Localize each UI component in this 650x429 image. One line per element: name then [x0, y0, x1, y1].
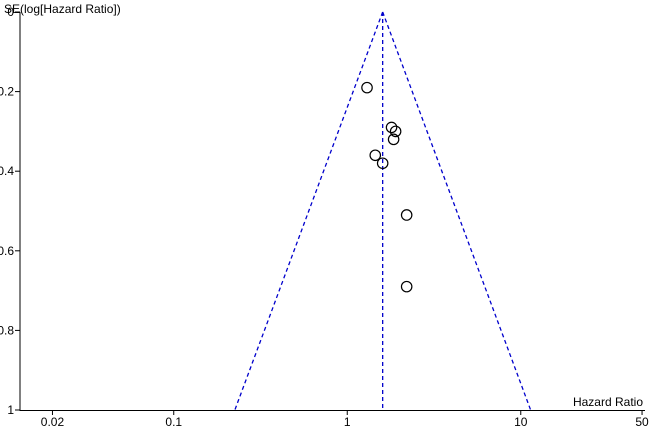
study-point — [389, 125, 402, 138]
study-point — [400, 280, 413, 293]
x-axis-ticks: 0.02 0.1 1 10 50 — [41, 410, 649, 429]
y-tick-label: 0 — [7, 5, 14, 19]
study-point — [387, 133, 400, 146]
funnel-left-limit — [234, 11, 384, 411]
funnel-lines — [234, 11, 532, 411]
study-point — [400, 209, 413, 221]
data-points — [361, 81, 413, 293]
x-tick-label: 0.1 — [165, 415, 182, 429]
y-axis-ticks: 0 0.2 0.4 0.6 0.8 1 — [0, 5, 20, 417]
x-axis-title: Hazard Ratio — [573, 395, 643, 409]
x-tick-label: 10 — [514, 415, 528, 429]
x-tick-label: 0.02 — [41, 415, 65, 429]
y-tick-label: 0.6 — [0, 244, 14, 258]
study-point — [385, 121, 398, 134]
study-point — [369, 149, 382, 162]
y-tick-label: 0.2 — [0, 85, 14, 99]
y-tick-label: 0.8 — [0, 323, 14, 337]
funnel-right-limit — [382, 11, 532, 411]
y-axis-title: SE(log[Hazard Ratio]) — [4, 2, 121, 16]
x-tick-label: 1 — [344, 415, 351, 429]
x-tick-label: 50 — [635, 415, 649, 429]
y-tick-label: 0.4 — [0, 164, 14, 178]
study-point — [376, 157, 389, 170]
study-point — [361, 81, 373, 94]
y-tick-label: 1 — [7, 403, 14, 417]
